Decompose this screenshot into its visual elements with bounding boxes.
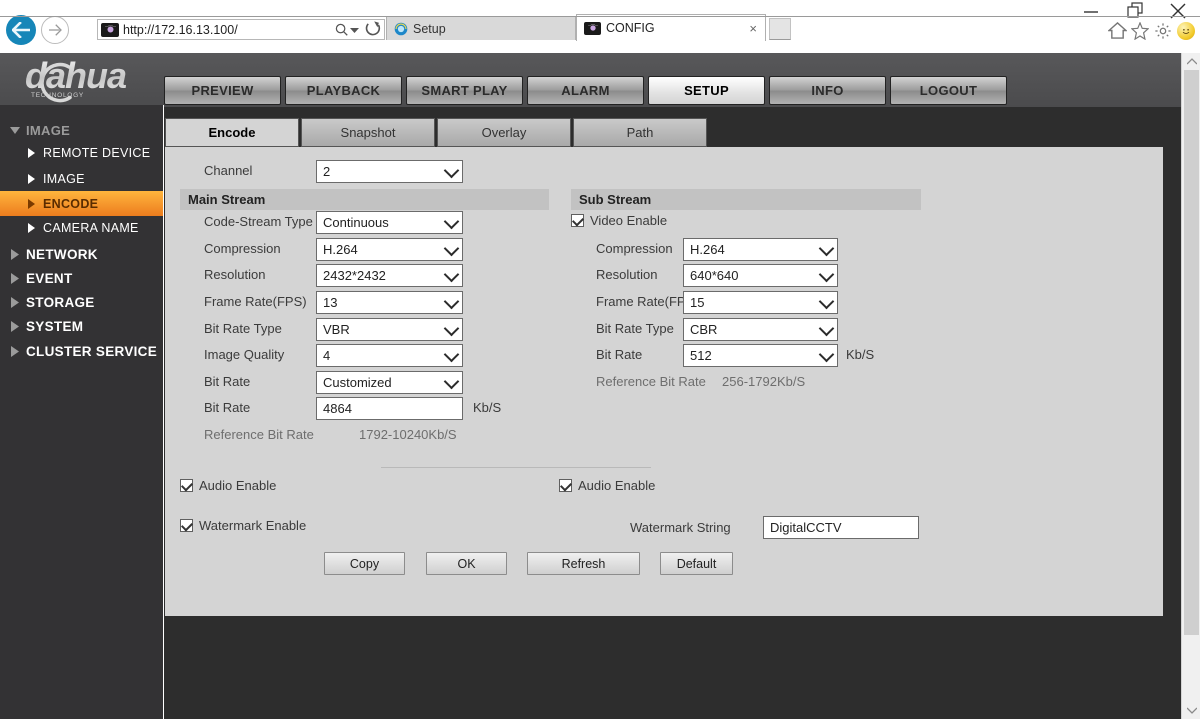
svg-text:TECHNOLOGY: TECHNOLOGY bbox=[31, 92, 84, 99]
svg-text:dahua: dahua bbox=[25, 57, 126, 96]
